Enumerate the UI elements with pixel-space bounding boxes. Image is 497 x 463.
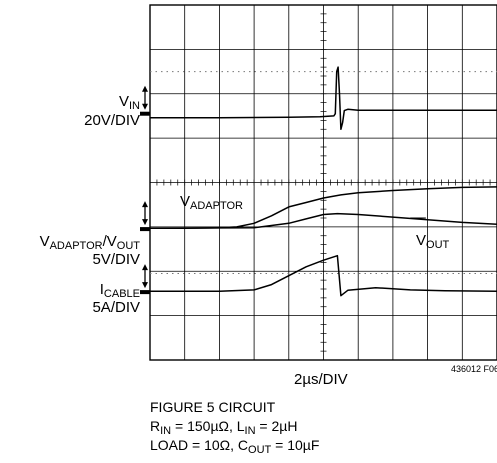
scale-arrow-head-down xyxy=(142,103,148,110)
caption-line-1: FIGURE 5 CIRCUIT xyxy=(150,399,276,415)
vin-scale: 20V/DIV xyxy=(84,112,140,129)
scale-arrow-head-up xyxy=(142,85,148,92)
caption-line-3: LOAD = 10Ω, COUT = 10µF xyxy=(150,437,320,456)
scale-arrow-head-up xyxy=(142,201,148,208)
trace-cable xyxy=(150,254,497,297)
ground-marker xyxy=(140,227,150,232)
scale-arrow-head-down xyxy=(142,282,148,289)
trace-in xyxy=(150,66,497,131)
vadaptor-vout-scale: 5V/DIV xyxy=(92,251,140,268)
ground-marker xyxy=(140,290,150,295)
x-axis-label: 2µs/DIV xyxy=(294,371,348,388)
trace-label-vout: VOUT xyxy=(416,232,450,251)
scale-arrow-head-up xyxy=(142,264,148,271)
icable-scale: 5A/DIV xyxy=(92,299,140,316)
trace-out xyxy=(149,212,497,229)
caption-line-2: RIN = 150µΩ, LIN = 2µH xyxy=(150,418,298,437)
figure-id: 436012 F06 xyxy=(451,364,497,374)
ground-marker xyxy=(140,111,150,116)
trace-label-vadaptor: VADAPTOR xyxy=(180,193,243,212)
icable-label: ICABLE xyxy=(99,281,140,300)
scale-arrow-head-down xyxy=(142,219,148,226)
vin-label: VIN xyxy=(118,93,140,112)
vadaptor-vout-label: VADAPTOR/VOUT xyxy=(39,233,140,252)
